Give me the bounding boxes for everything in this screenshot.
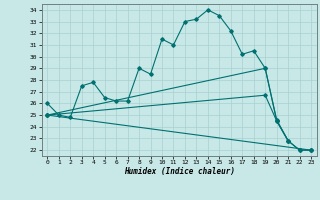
X-axis label: Humidex (Indice chaleur): Humidex (Indice chaleur): [124, 167, 235, 176]
